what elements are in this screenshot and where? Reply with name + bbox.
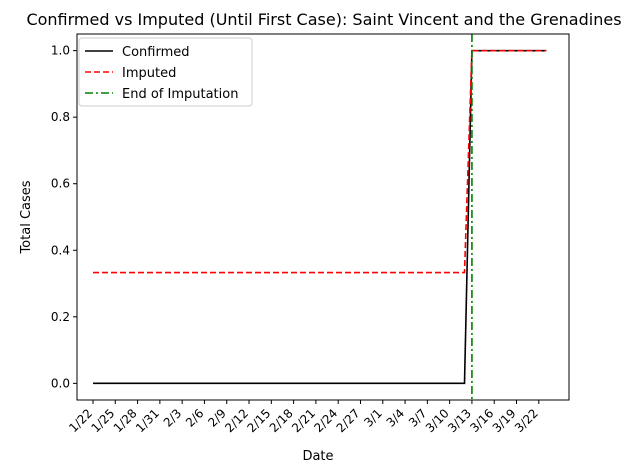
y-tick-label: 0.6: [51, 177, 70, 191]
series-line-confirmed: [93, 49, 547, 385]
x-tick-label: 1/28: [111, 406, 140, 435]
x-tick-label: 2/21: [289, 406, 318, 435]
x-tick-label: 1/22: [66, 406, 95, 435]
legend-frame: [78, 37, 253, 107]
x-tick-label: 1/31: [133, 406, 162, 435]
plot-frame: [76, 33, 570, 401]
legend-label-confirmed: Confirmed: [122, 45, 190, 60]
x-axis-label: Date: [302, 449, 333, 464]
y-tick-label: 0.2: [51, 310, 70, 324]
y-tick-label: 1.0: [51, 44, 70, 58]
y-tick-label: 0.0: [51, 376, 70, 390]
x-tick-label: 2/12: [222, 406, 251, 435]
legend: Confirmed Imputed End of Imputation: [78, 37, 253, 107]
x-tick-label: 3/4: [384, 406, 408, 430]
series-line-imputed: [93, 49, 547, 274]
x-tick-label: 2/24: [311, 406, 340, 435]
x-tick-label: 2/6: [183, 406, 207, 430]
x-tick-label: 1/25: [88, 406, 117, 435]
y-axis: 0.0 0.2 0.4 0.6 0.8 1.0: [51, 44, 77, 390]
legend-label-imputed: Imputed: [122, 66, 176, 81]
plot-area: [93, 34, 547, 400]
x-tick-label: 3/16: [467, 406, 496, 435]
x-tick-label: 2/27: [334, 406, 363, 435]
y-tick-label: 0.4: [51, 243, 70, 257]
x-tick-label: 3/13: [445, 406, 474, 435]
legend-label-end-of-imputation: End of Imputation: [122, 87, 238, 102]
x-tick-label: 2/3: [161, 406, 185, 430]
x-tick-label: 3/19: [490, 406, 519, 435]
x-tick-label: 3/1: [361, 406, 385, 430]
x-tick-label: 3/10: [423, 406, 452, 435]
x-tick-label: 3/22: [512, 406, 541, 435]
x-axis: 1/221/251/281/312/32/62/92/122/152/182/2…: [66, 400, 541, 435]
x-tick-label: 2/15: [244, 406, 273, 435]
y-tick-label: 0.8: [51, 110, 70, 124]
x-tick-label: 2/18: [267, 406, 296, 435]
chart-title: Confirmed vs Imputed (Until First Case):…: [26, 10, 621, 29]
y-axis-label: Total Cases: [19, 180, 34, 254]
